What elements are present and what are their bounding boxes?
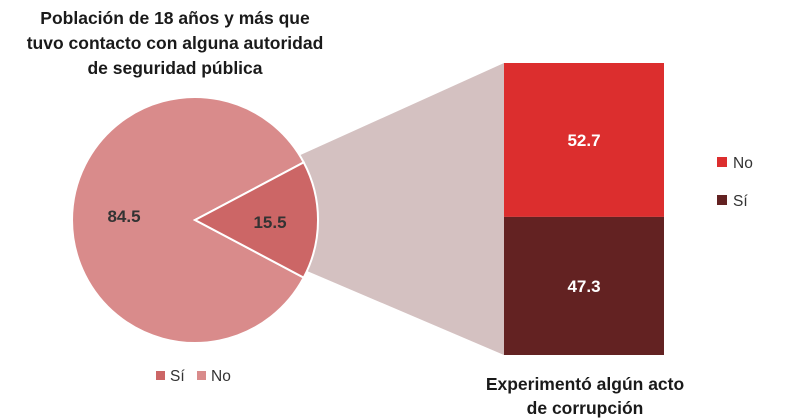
stacked-bar: 52.7 47.3 bbox=[504, 63, 664, 355]
bar-legend-label-no: No bbox=[733, 155, 753, 172]
pie-legend: Sí No bbox=[156, 368, 231, 385]
bar-legend-swatch-si bbox=[717, 195, 727, 205]
bar-segment-no bbox=[504, 63, 664, 217]
pie-title-line-3: de seguridad pública bbox=[87, 58, 262, 78]
pie-legend-label-no: No bbox=[211, 368, 231, 385]
bar-label-no: 52.7 bbox=[567, 131, 600, 150]
pie-label-no: 84.5 bbox=[107, 207, 140, 226]
bar-label-si: 47.3 bbox=[567, 277, 600, 296]
pie-chart: 84.5 15.5 bbox=[71, 96, 319, 344]
bar-title-line-2: de corrupción bbox=[527, 398, 644, 418]
bar-legend-label-si: Sí bbox=[733, 193, 748, 210]
bar-legend: No Sí bbox=[717, 155, 753, 210]
pie-title: Población de 18 años y más que tuvo cont… bbox=[27, 8, 324, 78]
bar-segment-si bbox=[504, 216, 664, 355]
bar-title: Experimentó algún acto de corrupción bbox=[486, 374, 684, 418]
pie-legend-label-si: Sí bbox=[170, 368, 185, 385]
pie-legend-swatch-no bbox=[197, 371, 206, 380]
pie-slice-no bbox=[71, 96, 306, 344]
bar-legend-swatch-no bbox=[717, 157, 727, 167]
pie-title-line-1: Población de 18 años y más que bbox=[40, 8, 310, 28]
bar-title-line-1: Experimentó algún acto bbox=[486, 374, 684, 394]
pie-legend-swatch-si bbox=[156, 371, 165, 380]
pie-slice-si bbox=[192, 161, 319, 279]
pie-label-si: 15.5 bbox=[253, 213, 286, 232]
exploded-connector bbox=[296, 63, 504, 355]
pie-title-line-2: tuvo contacto con alguna autoridad bbox=[27, 33, 324, 53]
